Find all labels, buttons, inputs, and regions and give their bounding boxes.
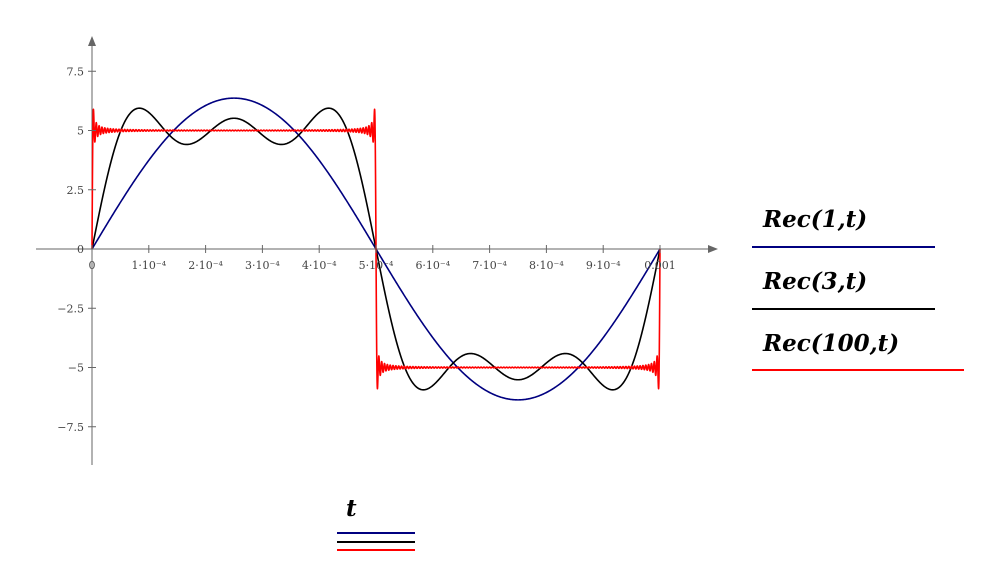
x-tick-label: 3·10⁻⁴ — [245, 259, 280, 272]
x-tick-label: 5·10⁻⁴ — [359, 259, 394, 272]
x-tick-label: 2·10⁻⁴ — [188, 259, 223, 272]
ticks-layer: 0 1·10⁻⁴ 2·10⁻⁴ 3·10⁻⁴ 4·10⁻⁴ 5·10⁻⁴ 6·10⁻⁴ 7·1… — [57, 65, 675, 434]
y-tick-label: −2.5 — [57, 302, 84, 315]
x-tick-label: 9·10⁻⁴ — [586, 259, 621, 272]
y-tick-label: −7.5 — [57, 421, 84, 434]
y-tick-label: 7.5 — [67, 65, 85, 78]
y-tick-label: −5 — [68, 362, 84, 375]
x-tick-label: 4·10⁻⁴ — [302, 259, 337, 272]
x-tick-label: 6·10⁻⁴ — [415, 259, 450, 272]
y-tick-label: 2.5 — [67, 184, 85, 197]
x-tick-label: 8·10⁻⁴ — [529, 259, 564, 272]
x-axis-arrow — [708, 245, 718, 253]
x-tick-label: 7·10⁻⁴ — [472, 259, 507, 272]
y-axis-arrow — [88, 36, 96, 46]
x-tick-label: 0 — [89, 259, 96, 272]
y-tick-label: 0 — [77, 243, 84, 256]
y-tick-label: 5 — [77, 125, 84, 138]
x-tick-label: 1·10⁻⁴ — [131, 259, 166, 272]
x-tick-label: 0.001 — [644, 259, 676, 272]
